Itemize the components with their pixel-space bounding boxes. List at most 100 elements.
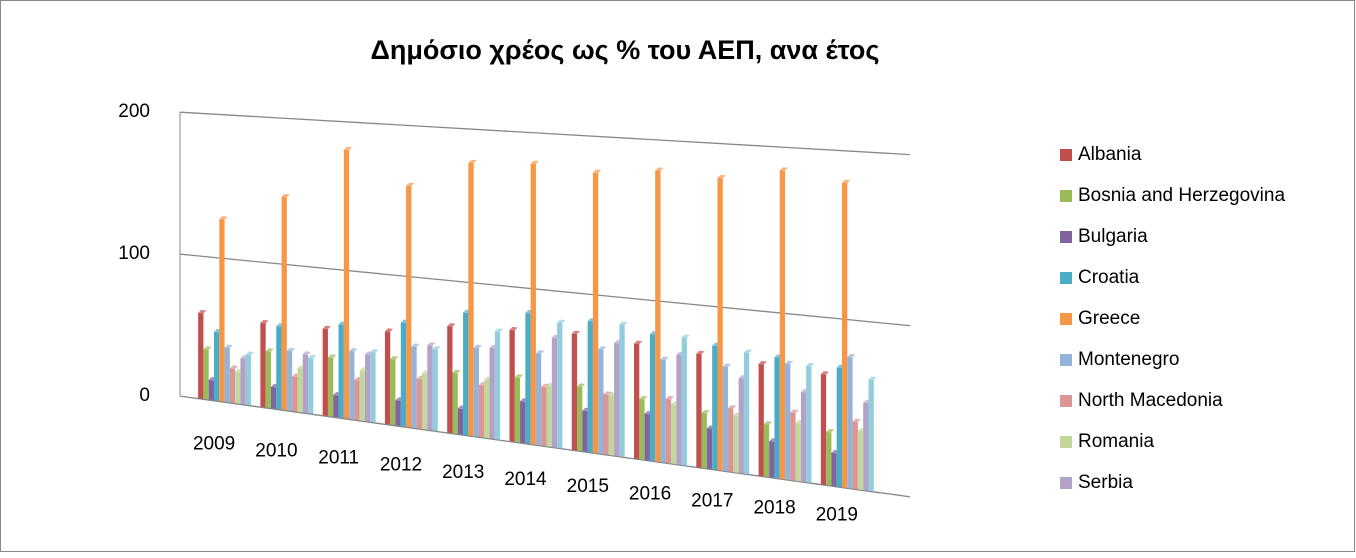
bar-top bbox=[619, 321, 628, 325]
bar bbox=[696, 353, 702, 469]
bar bbox=[349, 350, 355, 421]
bar bbox=[863, 402, 869, 492]
bar bbox=[400, 322, 407, 428]
bar bbox=[785, 363, 791, 481]
bar-top bbox=[847, 353, 856, 358]
bar-top bbox=[530, 160, 539, 165]
bar-top bbox=[763, 420, 773, 425]
legend-swatch bbox=[1060, 190, 1072, 202]
x-tick-label: 2017 bbox=[691, 490, 733, 511]
bar-top bbox=[427, 342, 436, 346]
bar bbox=[857, 430, 864, 491]
bar-top bbox=[758, 360, 767, 365]
legend-label: Bosnia and Herzegovina bbox=[1078, 185, 1285, 206]
bar bbox=[427, 345, 433, 431]
bar-top bbox=[826, 428, 835, 433]
bar-top bbox=[681, 334, 690, 339]
bar bbox=[260, 322, 266, 408]
bar-top bbox=[411, 343, 420, 347]
bar-top bbox=[660, 356, 669, 360]
bar-top bbox=[343, 146, 353, 151]
bar-top bbox=[308, 354, 317, 359]
bar-top bbox=[577, 383, 586, 387]
bar bbox=[421, 373, 428, 431]
bar-top bbox=[286, 347, 296, 352]
bar-top bbox=[743, 349, 753, 353]
bar bbox=[365, 354, 371, 423]
x-tick-label: 2016 bbox=[629, 483, 671, 504]
bar-top bbox=[203, 346, 212, 350]
bar bbox=[738, 378, 744, 475]
bar-top bbox=[452, 369, 461, 374]
bar-top bbox=[384, 328, 394, 332]
x-tick-label: 2011 bbox=[318, 448, 359, 469]
bar-top bbox=[541, 383, 550, 388]
bar bbox=[603, 394, 609, 456]
bar-top bbox=[219, 216, 228, 220]
bar bbox=[447, 326, 453, 434]
legend-label: Romania bbox=[1078, 431, 1154, 452]
bar bbox=[468, 162, 474, 437]
bar bbox=[411, 346, 417, 429]
bar bbox=[224, 347, 230, 403]
bar-top bbox=[852, 418, 861, 423]
bar bbox=[297, 368, 303, 413]
bar bbox=[826, 431, 832, 487]
bar bbox=[213, 331, 220, 402]
bar bbox=[302, 354, 309, 414]
bar bbox=[671, 404, 677, 465]
bar bbox=[265, 351, 271, 409]
bar bbox=[800, 391, 807, 483]
bar bbox=[390, 358, 396, 426]
chart-title: Δημόσιο χρέος ως % του ΑΕΠ, ανα έτος bbox=[371, 35, 880, 65]
x-tick-label: 2009 bbox=[193, 433, 235, 454]
bar bbox=[219, 219, 225, 403]
bar bbox=[473, 347, 479, 438]
bar-top bbox=[603, 391, 612, 395]
bar-top bbox=[592, 169, 602, 174]
bar-top bbox=[260, 319, 269, 324]
x-tick-label: 2019 bbox=[816, 505, 858, 526]
bar bbox=[608, 394, 615, 457]
bar-top bbox=[598, 346, 607, 350]
bar bbox=[733, 415, 739, 474]
bar bbox=[571, 333, 578, 451]
floor-edge bbox=[194, 397, 881, 494]
bar bbox=[514, 377, 521, 444]
bar bbox=[535, 353, 542, 447]
bar-top bbox=[432, 345, 441, 350]
bar bbox=[634, 343, 640, 460]
bar-top bbox=[717, 174, 726, 179]
bar bbox=[478, 385, 485, 439]
grid-line bbox=[179, 111, 911, 156]
bar-top bbox=[302, 351, 312, 355]
bar bbox=[681, 337, 687, 467]
legend-label: Albania bbox=[1078, 144, 1142, 165]
bar bbox=[551, 337, 558, 449]
bar-top bbox=[406, 182, 415, 187]
bar-top bbox=[468, 159, 477, 164]
bar-top bbox=[842, 179, 851, 184]
bar-top bbox=[696, 350, 705, 355]
bar-top bbox=[557, 319, 566, 324]
bar bbox=[619, 324, 625, 458]
bar bbox=[541, 386, 547, 447]
legend-swatch bbox=[1060, 395, 1072, 407]
legend-swatch bbox=[1060, 313, 1072, 325]
bar bbox=[370, 352, 376, 424]
bar bbox=[836, 367, 843, 488]
bar bbox=[484, 379, 490, 439]
bar-top bbox=[473, 344, 482, 349]
bar bbox=[395, 400, 401, 427]
bar bbox=[728, 408, 734, 473]
bar bbox=[779, 170, 786, 480]
legend-label: Croatia bbox=[1078, 267, 1140, 288]
bar bbox=[820, 374, 827, 486]
x-tick-label: 2013 bbox=[442, 462, 484, 483]
bar-top bbox=[571, 330, 581, 335]
bar bbox=[852, 421, 858, 490]
x-tick-label: 2010 bbox=[255, 440, 297, 461]
bar bbox=[457, 408, 464, 436]
